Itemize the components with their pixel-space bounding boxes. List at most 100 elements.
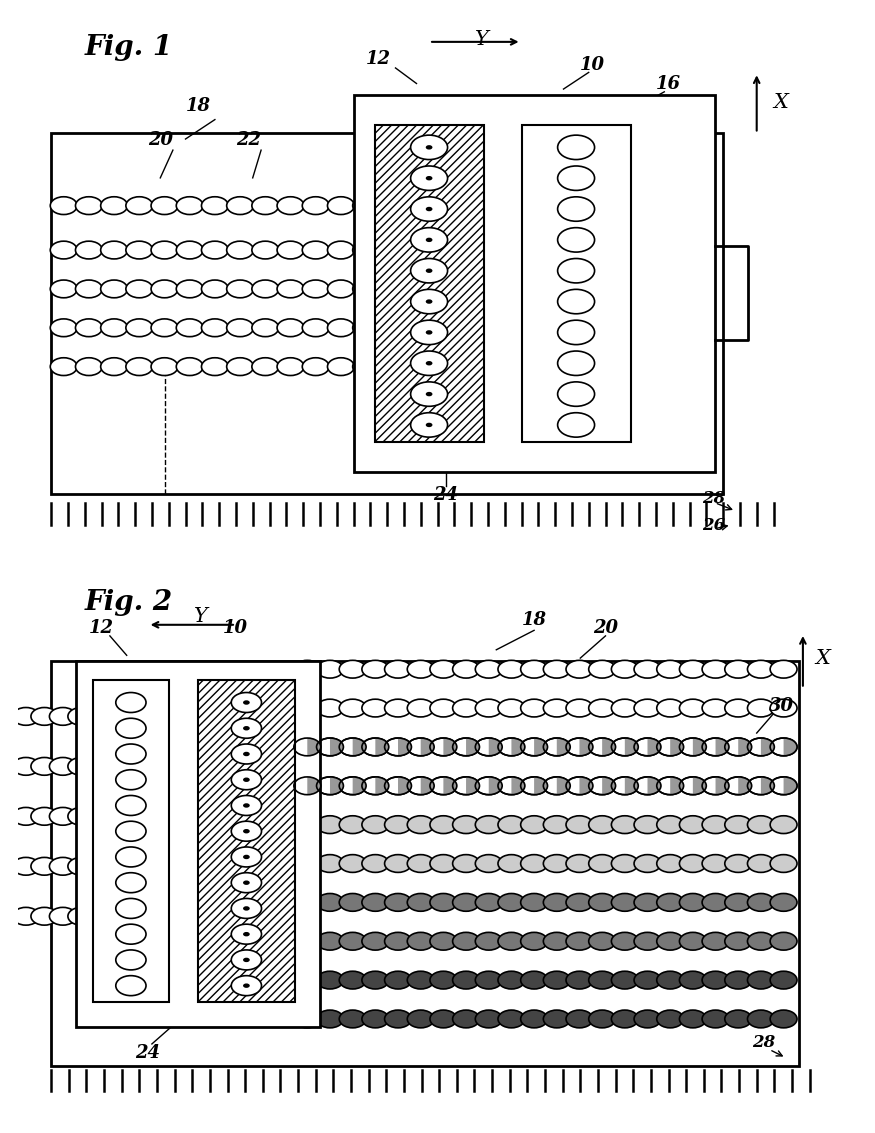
Circle shape: [151, 318, 178, 337]
Wedge shape: [761, 738, 774, 756]
Circle shape: [410, 351, 448, 375]
Circle shape: [634, 932, 661, 951]
Wedge shape: [738, 777, 752, 794]
Circle shape: [475, 894, 502, 911]
Circle shape: [566, 932, 593, 951]
Circle shape: [385, 854, 411, 872]
Circle shape: [362, 932, 388, 951]
Circle shape: [770, 816, 797, 834]
Circle shape: [116, 847, 146, 867]
Text: 20: 20: [148, 130, 172, 148]
Circle shape: [176, 241, 203, 259]
Circle shape: [589, 854, 616, 872]
Circle shape: [724, 816, 752, 834]
Wedge shape: [421, 777, 434, 794]
Circle shape: [679, 894, 706, 911]
Wedge shape: [353, 777, 366, 794]
Circle shape: [657, 777, 683, 794]
Wedge shape: [670, 738, 683, 756]
Circle shape: [521, 854, 548, 872]
Circle shape: [679, 738, 706, 756]
Circle shape: [68, 808, 94, 825]
Circle shape: [724, 932, 752, 951]
Circle shape: [231, 872, 262, 893]
Circle shape: [31, 758, 58, 775]
Circle shape: [724, 854, 752, 872]
Circle shape: [589, 661, 616, 678]
Circle shape: [430, 738, 457, 756]
Circle shape: [317, 816, 343, 834]
Circle shape: [176, 358, 203, 375]
Wedge shape: [602, 777, 616, 794]
Circle shape: [475, 932, 502, 951]
Circle shape: [589, 1011, 616, 1028]
Circle shape: [116, 872, 146, 893]
Circle shape: [231, 744, 262, 764]
Circle shape: [543, 661, 570, 678]
Circle shape: [498, 699, 525, 717]
Text: 26: 26: [702, 518, 725, 535]
Wedge shape: [330, 738, 343, 756]
Circle shape: [724, 777, 752, 794]
Text: Y: Y: [475, 29, 489, 49]
Circle shape: [201, 358, 228, 375]
Circle shape: [410, 135, 448, 160]
Circle shape: [747, 738, 774, 756]
Circle shape: [634, 699, 661, 717]
Circle shape: [243, 777, 249, 782]
Wedge shape: [511, 738, 525, 756]
Text: 28: 28: [702, 489, 725, 506]
Circle shape: [566, 971, 593, 989]
Circle shape: [116, 976, 146, 996]
Circle shape: [770, 738, 797, 756]
Circle shape: [430, 777, 457, 794]
Circle shape: [657, 699, 683, 717]
Text: 10: 10: [223, 619, 248, 637]
Wedge shape: [670, 777, 683, 794]
Circle shape: [679, 661, 706, 678]
Circle shape: [151, 197, 178, 214]
Circle shape: [340, 661, 366, 678]
Circle shape: [566, 699, 593, 717]
Circle shape: [243, 752, 249, 756]
Circle shape: [116, 769, 146, 790]
Circle shape: [634, 854, 661, 872]
Wedge shape: [330, 777, 343, 794]
Circle shape: [49, 858, 76, 875]
Wedge shape: [693, 738, 706, 756]
Circle shape: [101, 358, 128, 375]
Text: 20: 20: [593, 619, 618, 637]
Circle shape: [385, 1011, 411, 1028]
Circle shape: [317, 1011, 343, 1028]
Text: 30: 30: [769, 697, 794, 715]
Circle shape: [612, 1011, 638, 1028]
Circle shape: [277, 280, 304, 298]
Circle shape: [277, 241, 304, 259]
Circle shape: [612, 777, 638, 794]
Circle shape: [243, 932, 249, 936]
Circle shape: [12, 758, 39, 775]
Circle shape: [634, 738, 661, 756]
Circle shape: [557, 382, 595, 407]
Wedge shape: [738, 738, 752, 756]
Circle shape: [201, 318, 228, 337]
Circle shape: [498, 816, 525, 834]
Circle shape: [243, 829, 249, 834]
Circle shape: [362, 661, 388, 678]
Circle shape: [126, 197, 153, 214]
Circle shape: [747, 1011, 774, 1028]
Circle shape: [31, 707, 58, 725]
Circle shape: [657, 1011, 683, 1028]
Circle shape: [724, 894, 752, 911]
Circle shape: [702, 932, 729, 951]
Circle shape: [589, 816, 616, 834]
Circle shape: [327, 280, 354, 298]
Circle shape: [747, 816, 774, 834]
Circle shape: [294, 971, 321, 989]
Wedge shape: [489, 738, 502, 756]
Circle shape: [702, 854, 729, 872]
Circle shape: [340, 777, 366, 794]
Circle shape: [407, 1011, 434, 1028]
Circle shape: [340, 894, 366, 911]
Circle shape: [770, 971, 797, 989]
